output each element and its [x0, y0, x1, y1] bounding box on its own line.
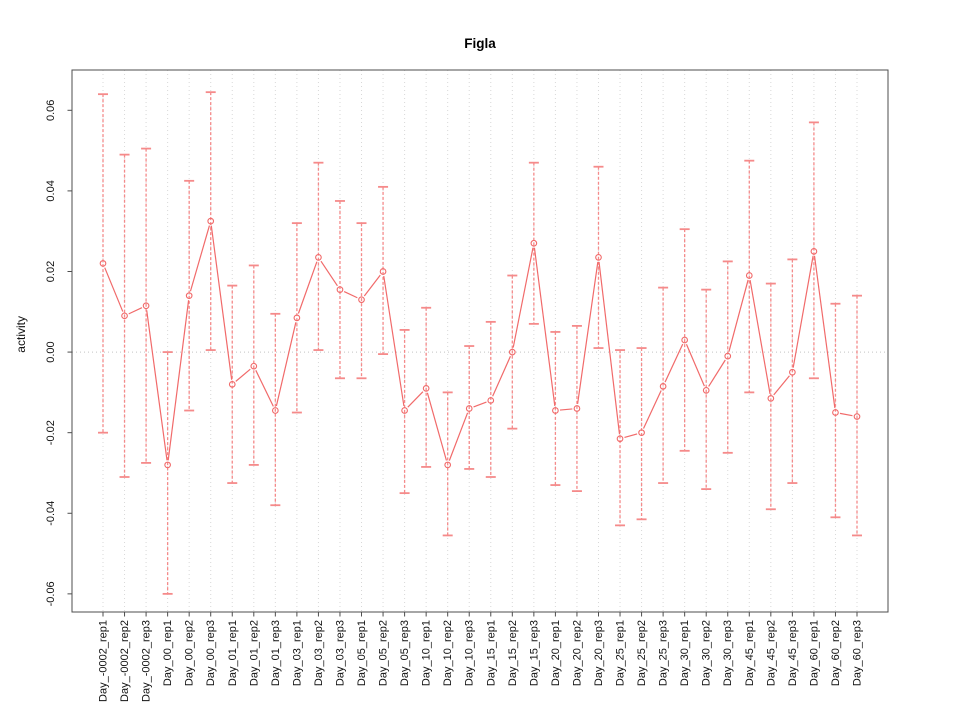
- x-tick-label: Day_05_rep1: [356, 620, 368, 686]
- x-tick-label: Day_15_rep1: [485, 620, 497, 686]
- data-point: [552, 407, 559, 414]
- data-point: [250, 362, 258, 370]
- x-tick-label: Day_60_rep1: [808, 620, 820, 686]
- x-tick-label: Day_03_rep2: [313, 620, 325, 686]
- data-point: [530, 239, 538, 247]
- data-point: [767, 395, 775, 402]
- x-axis: Day_-0002_rep1 Day_-0002_rep2 Day_-0002_re…: [98, 612, 864, 702]
- x-tick-label: Day_20_rep1: [550, 620, 562, 686]
- data-point: [315, 254, 322, 261]
- y-tick-label: 0.06: [45, 100, 57, 121]
- data-point: [293, 314, 301, 322]
- x-tick-label: Day_25_rep1: [615, 620, 627, 686]
- error-bars: [98, 91, 862, 595]
- data-point: [271, 407, 279, 414]
- data-point: [702, 387, 710, 394]
- x-tick-label: Day_01_rep1: [227, 620, 239, 686]
- data-point: [228, 380, 236, 388]
- x-tick-label: Day_45_rep2: [765, 620, 777, 686]
- x-tick-label: Day_25_rep3: [658, 620, 670, 686]
- data-point: [142, 302, 150, 310]
- x-tick-label: Day_00_rep3: [205, 620, 217, 686]
- data-point: [810, 247, 818, 255]
- x-tick-label: Day_60_rep3: [852, 620, 864, 686]
- data-point: [185, 292, 193, 300]
- x-tick-label: Day_03_rep3: [334, 620, 346, 686]
- data-point: [401, 407, 408, 414]
- x-tick-label: Day_10_rep3: [464, 620, 476, 686]
- data-point: [358, 296, 365, 304]
- data-point: [164, 461, 171, 469]
- data-point: [487, 397, 495, 404]
- x-tick-label: Day_00_rep2: [184, 620, 196, 686]
- x-tick-label: Day_03_rep1: [291, 620, 303, 686]
- x-tick-label: Day_20_rep2: [571, 620, 583, 686]
- x-tick-label: Day_30_rep1: [679, 620, 691, 686]
- series-line: [104, 225, 853, 461]
- x-tick-label: Day_60_rep2: [830, 620, 842, 686]
- data-point: [99, 260, 107, 267]
- data-point: [465, 405, 473, 412]
- x-tick-label: Day_01_rep2: [248, 620, 260, 686]
- x-tick-label: Day_01_rep3: [270, 620, 282, 686]
- y-tick-label: -0.04: [45, 501, 57, 526]
- x-tick-label: Day_10_rep2: [442, 620, 454, 686]
- data-point: [207, 217, 215, 225]
- data-point: [121, 312, 128, 320]
- x-tick-label: Day_20_rep3: [593, 620, 605, 686]
- data-point: [616, 435, 624, 443]
- x-tick-label: Day_-0002_rep3: [141, 620, 153, 702]
- data-point: [508, 348, 516, 356]
- data-point: [595, 254, 602, 261]
- x-tick-label: Day_05_rep3: [399, 620, 411, 686]
- data-point: [789, 368, 796, 376]
- x-tick-label: Day_25_rep2: [636, 620, 648, 686]
- data-points: [99, 217, 861, 469]
- x-tick-label: Day_10_rep1: [421, 620, 433, 686]
- y-tick-label: -0.06: [45, 581, 57, 606]
- data-point: [853, 413, 861, 420]
- y-tick-label: 0.00: [45, 341, 57, 362]
- y-tick-label: 0.04: [45, 180, 57, 201]
- x-tick-label: Day_-0002_rep2: [119, 620, 131, 702]
- x-tick-label: Day_30_rep3: [722, 620, 734, 686]
- y-tick-label: -0.02: [45, 420, 57, 445]
- data-point: [681, 336, 689, 344]
- data-point: [832, 409, 839, 416]
- data-point: [444, 461, 452, 469]
- y-tick-label: 0.02: [45, 261, 57, 282]
- x-tick-label: Day_45_rep3: [787, 620, 799, 686]
- x-tick-label: Day_15_rep2: [507, 620, 519, 686]
- x-tick-label: Day_00_rep1: [162, 620, 174, 686]
- data-point: [659, 382, 667, 390]
- data-point: [724, 352, 732, 360]
- data-point: [422, 384, 430, 392]
- data-point: [573, 405, 581, 412]
- gridlines: [72, 70, 888, 612]
- x-tick-label: Day_15_rep3: [528, 620, 540, 686]
- y-axis: -0.06 -0.04 -0.02 0.00 0.02 0.04 0.06: [45, 100, 72, 606]
- x-tick-label: Day_45_rep1: [744, 620, 756, 686]
- chart-title: Figla: [464, 36, 496, 51]
- x-tick-label: Day_-0002_rep1: [98, 620, 110, 702]
- data-point: [638, 429, 645, 437]
- x-tick-label: Day_30_rep2: [701, 620, 713, 686]
- data-point: [745, 272, 753, 279]
- data-point: [379, 268, 387, 275]
- data-point: [336, 286, 344, 293]
- x-tick-label: Day_05_rep2: [378, 620, 390, 686]
- plot-border: [71, 69, 889, 613]
